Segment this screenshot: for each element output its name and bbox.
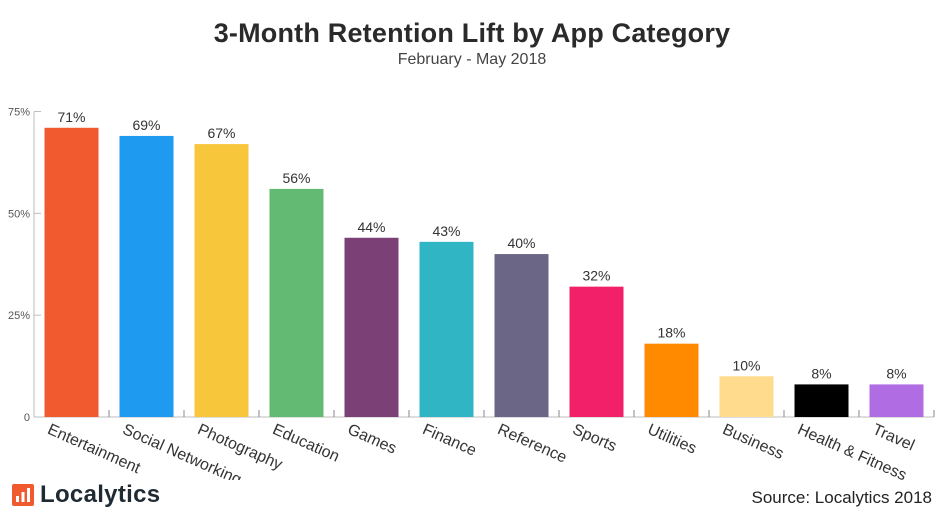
bar-games [344,237,399,417]
bar-value-label: 40% [507,235,535,251]
bar-travel [869,384,924,417]
bar-value-label: 69% [132,117,160,133]
y-tick-label: 75% [8,107,30,119]
bar-value-label: 44% [357,219,385,235]
bar-sports [569,286,624,417]
bar-finance [419,241,474,417]
bar-value-label: 18% [657,325,685,341]
bar-entertainment [44,127,99,417]
chart-bars [44,127,924,417]
x-tick-label: Sports [570,421,619,455]
logo-text: Localytics [40,481,161,508]
bar-social-networking [119,135,174,417]
bar-photography [194,144,249,417]
bar-utilities [644,343,699,417]
x-tick-label: Reference [495,421,569,467]
bar-value-label: 71% [57,109,85,125]
x-tick-label: Games [345,421,399,458]
x-tick-label: Travel [870,421,917,454]
x-tick-label: Finance [420,421,479,460]
bar-value-label: 10% [732,357,760,373]
source-note: Source: Localytics 2018 [751,488,933,507]
bar-value-label: 43% [432,223,460,239]
bar-value-label: 8% [886,365,906,381]
bar-value-label: 67% [207,125,235,141]
bar-value-label: 32% [582,268,610,284]
x-tick-label: Utilities [645,421,699,458]
bar-value-label: 8% [811,365,831,381]
bar-education [269,188,324,417]
bar-reference [494,254,549,417]
bar-health-fitness [794,384,849,417]
chart-subtitle: February - May 2018 [397,51,547,68]
chart-title: 3-Month Retention Lift by App Category [213,18,731,48]
y-tick-label: 25% [8,310,30,322]
chart-axes: 0 25% 50% 75% [8,107,935,424]
localytics-logo: Localytics [12,481,160,509]
x-tick-label: Business [720,421,786,463]
bar-value-label: 56% [282,170,310,186]
y-tick-label: 0 [24,412,30,424]
y-tick-label: 50% [8,208,30,220]
bar-business [719,376,774,417]
bar-chart-logo-icon [12,484,34,506]
